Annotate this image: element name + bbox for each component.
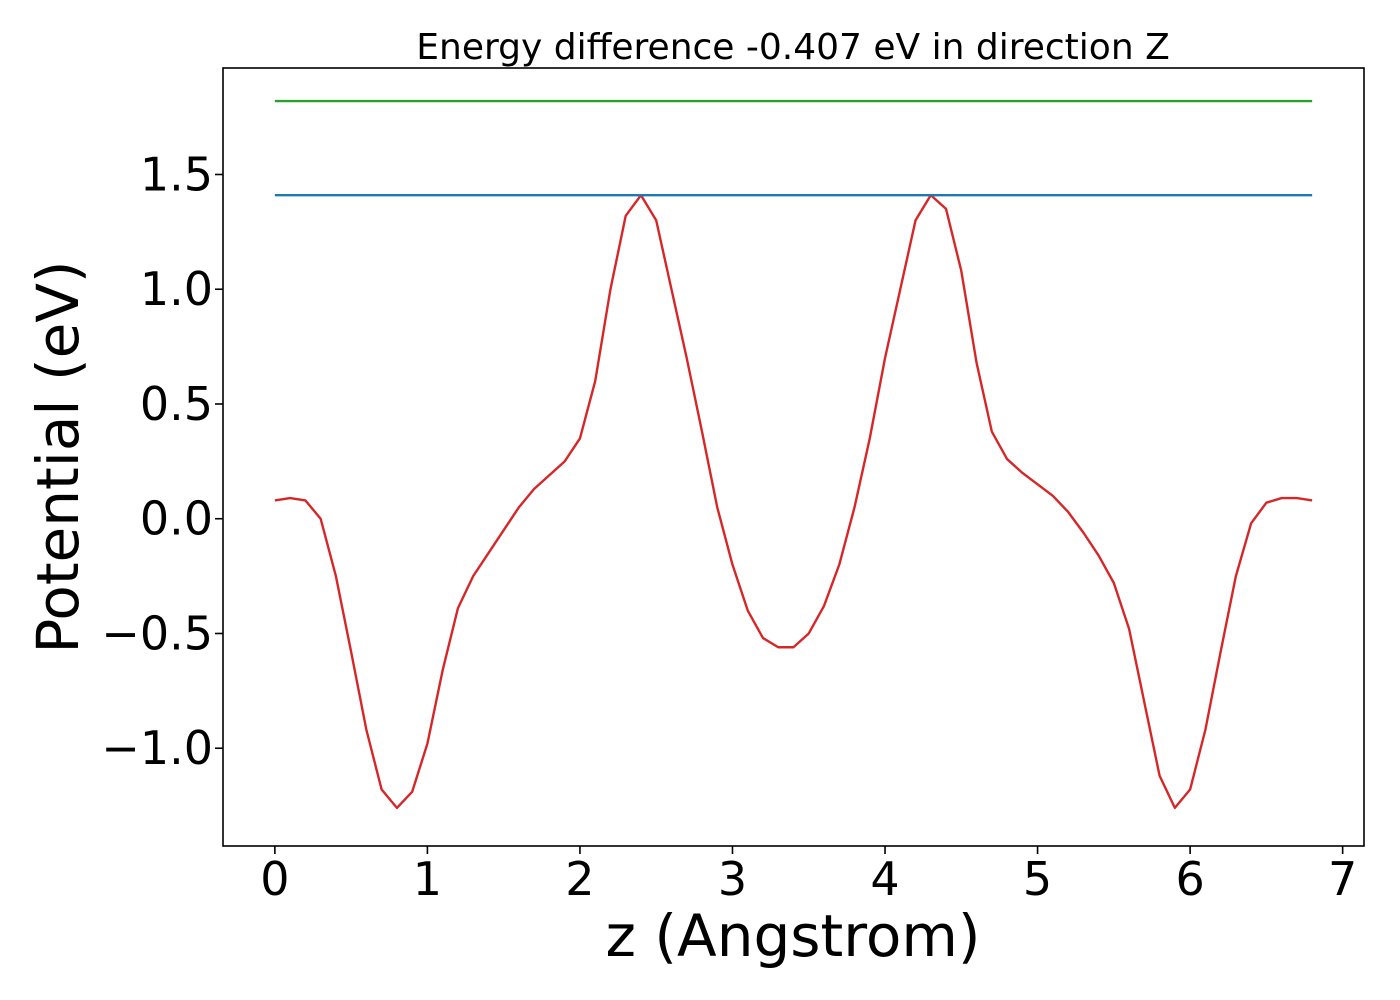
x-tick-label: 1 [413, 852, 442, 906]
x-tick-label: 5 [1023, 852, 1052, 906]
x-tick-label: 6 [1175, 852, 1204, 906]
y-axis-label: Potential (eV) [24, 260, 92, 653]
x-tick-label: 0 [260, 852, 289, 906]
y-tick-label: 1.0 [140, 262, 213, 316]
x-tick-label: 2 [565, 852, 594, 906]
x-tick-label: 4 [870, 852, 899, 906]
x-axis-label: z (Angstrom) [606, 902, 981, 970]
chart-title: Energy difference -0.407 eV in direction… [416, 27, 1170, 68]
y-tick-label: 1.5 [140, 147, 213, 201]
x-tick-label: 3 [718, 852, 747, 906]
y-tick-label: 0.0 [140, 492, 213, 546]
y-tick-label: −1.0 [101, 721, 213, 775]
y-tick-label: 0.5 [140, 377, 213, 431]
y-tick-label: −0.5 [101, 606, 213, 660]
x-tick-label: 7 [1328, 852, 1357, 906]
